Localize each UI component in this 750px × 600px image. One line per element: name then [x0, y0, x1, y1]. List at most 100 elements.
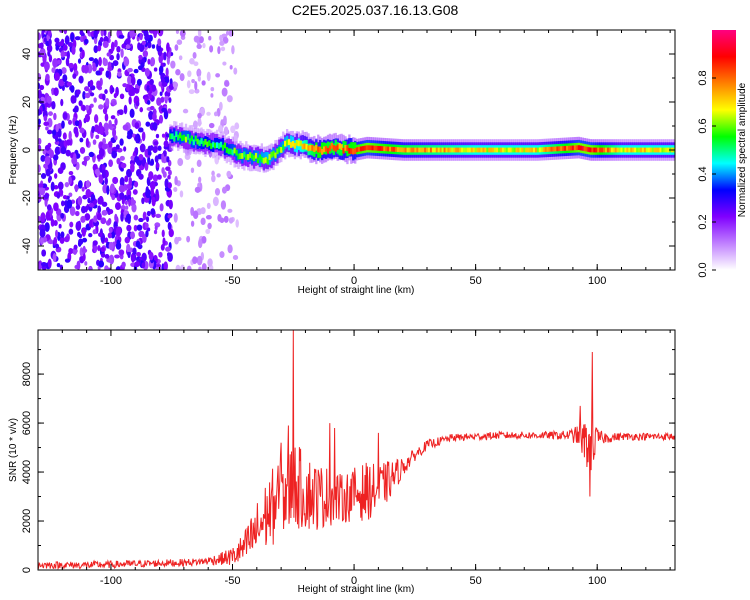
- spectrogram-signal-cell: [245, 154, 248, 161]
- spectrogram-noise-cell: [38, 164, 41, 173]
- spectrogram-noise-cell: [111, 150, 118, 159]
- spectrogram-signal-cell: [295, 139, 299, 146]
- spectrogram-signal-cell: [379, 146, 382, 151]
- spectrogram-noise-cell: [152, 146, 158, 154]
- spectrogram-noise-cell: [168, 169, 172, 176]
- spectrogram-noise-cell: [101, 209, 108, 216]
- spectrogram-signal-cell: [221, 144, 225, 151]
- spectrogram-signal-cell: [354, 148, 357, 154]
- spectrogram-noise-cell: [47, 111, 53, 116]
- spectrogram-noise-cell: [96, 80, 101, 88]
- spectrogram-signal-cell: [175, 131, 178, 138]
- spectrogram-noise-cell: [215, 73, 221, 78]
- spectrogram-noise-cell: [55, 243, 60, 249]
- spectrogram-y-tick-label: 0: [21, 147, 33, 153]
- spectrogram-noise-cell: [211, 174, 216, 183]
- spectrogram-noise-cell: [227, 244, 233, 254]
- spectrogram-noise-cell: [69, 221, 74, 228]
- spectrogram-noise-cell: [196, 255, 203, 266]
- spectrogram-noise-cell: [113, 92, 118, 99]
- spectrogram-signal-cell: [622, 147, 625, 153]
- spectrogram-noise-cell: [104, 237, 109, 243]
- spectrogram-noise-cell: [102, 40, 109, 48]
- spectrogram-noise-cell: [66, 139, 71, 146]
- spectrogram-noise-cell: [108, 209, 114, 215]
- spectrogram-signal-cell: [653, 147, 656, 153]
- spectrogram-noise-cell: [97, 44, 102, 52]
- spectrogram-noise-cell: [46, 204, 52, 211]
- spectrogram-signal-cell: [639, 147, 643, 153]
- spectrogram-noise-cell: [52, 253, 57, 262]
- spectrogram-noise-cell: [88, 219, 93, 228]
- spectrogram-signal-cell: [361, 146, 365, 151]
- spectrogram-signal-cell: [610, 147, 614, 153]
- spectrogram-noise-cell: [102, 93, 106, 101]
- spectrogram-noise-cell: [84, 38, 89, 45]
- spectrogram-signal-cell: [571, 145, 575, 151]
- spectrogram-signal-cell: [511, 147, 514, 153]
- spectrogram-signal-cell: [431, 147, 435, 153]
- spectrogram-noise-cell: [55, 45, 60, 51]
- spectrogram-noise-cell: [149, 105, 155, 111]
- spectrogram-noise-cell: [201, 263, 207, 270]
- spectrogram-noise-cell: [205, 214, 212, 220]
- spectrogram-noise-cell: [156, 97, 162, 106]
- spectrogram-noise-cell: [105, 70, 110, 78]
- spectrogram-noise-cell: [104, 254, 110, 259]
- spectrogram-noise-cell: [108, 119, 112, 130]
- spectrogram-noise-cell: [132, 247, 137, 256]
- spectrogram-noise-cell: [43, 37, 47, 43]
- spectrogram-noise-cell: [167, 252, 173, 262]
- spectrogram-signal-cell: [663, 147, 666, 153]
- spectrogram-signal-cell: [342, 140, 345, 153]
- spectrogram-noise-cell: [98, 260, 105, 268]
- spectrogram-noise-cell: [226, 95, 233, 103]
- spectrogram-signal-cell: [215, 142, 219, 148]
- spectrogram-signal-cell: [544, 147, 547, 152]
- spectrogram-noise-cell: [106, 185, 110, 195]
- spectrogram-noise-cell: [198, 176, 202, 183]
- spectrogram-noise-cell: [85, 137, 90, 148]
- spectrogram-signal-cell: [599, 147, 602, 153]
- spectrogram-signal-cell: [260, 156, 264, 163]
- spectrogram-noise-cell: [72, 73, 77, 79]
- spectrogram-noise-cell: [126, 168, 133, 178]
- spectrogram-signal-cell: [184, 136, 188, 143]
- spectrogram-noise-cell: [76, 89, 81, 95]
- spectrogram-signal-cell: [282, 144, 285, 151]
- spectrogram-noise-cell: [190, 220, 195, 227]
- spectrogram-noise-cell: [206, 202, 211, 210]
- spectrogram-panel: -100 -50 0 50 100 -40 -20 0 20 40 Height of stra…: [8, 29, 676, 296]
- spectrogram-noise-cell: [138, 154, 144, 161]
- spectrogram-signal-cell: [352, 148, 355, 155]
- spectrogram-noise-cell: [120, 167, 124, 172]
- spectrogram-noise-cell: [142, 211, 147, 221]
- spectrogram-noise-cell: [175, 69, 181, 76]
- spectrogram-signal-cell: [494, 147, 497, 153]
- spectrogram-noise-cell: [99, 125, 104, 135]
- spectrogram-signal-cell: [661, 147, 664, 153]
- spectrogram-signal-cell: [478, 147, 481, 153]
- spectrogram-signal-cell: [459, 147, 462, 153]
- spectrogram-noise-cell: [51, 129, 57, 136]
- spectrogram-noise-cell: [46, 129, 53, 135]
- spectrogram-noise-cell: [38, 118, 41, 125]
- spectrogram-signal-cell: [177, 134, 180, 141]
- spectrogram-noise-cell: [193, 35, 200, 43]
- spectrogram-noise-cell: [45, 168, 51, 177]
- spectrogram-noise-cell: [160, 96, 165, 103]
- spectrogram-noise-cell: [154, 225, 158, 231]
- spectrogram-noise-cell: [133, 68, 139, 74]
- spectrogram-signal-cell: [369, 145, 372, 151]
- spectrogram-noise-cell: [189, 57, 195, 65]
- colorbar: 0.0 0.2 0.4 0.6 0.8 Normalized spectral ampl…: [697, 30, 748, 278]
- spectrogram-noise-cell: [192, 210, 199, 220]
- spectrogram-noise-cell: [85, 188, 92, 199]
- spectrogram-noise-cell: [148, 251, 154, 261]
- spectrogram-signal-cell: [499, 147, 503, 153]
- spectrogram-noise-cell: [159, 203, 164, 212]
- spectrogram-noise-cell: [153, 108, 157, 118]
- spectrogram-signal-cell: [562, 146, 565, 151]
- spectrogram-noise-cell: [120, 212, 124, 222]
- spectrogram-signal-cell: [470, 147, 474, 153]
